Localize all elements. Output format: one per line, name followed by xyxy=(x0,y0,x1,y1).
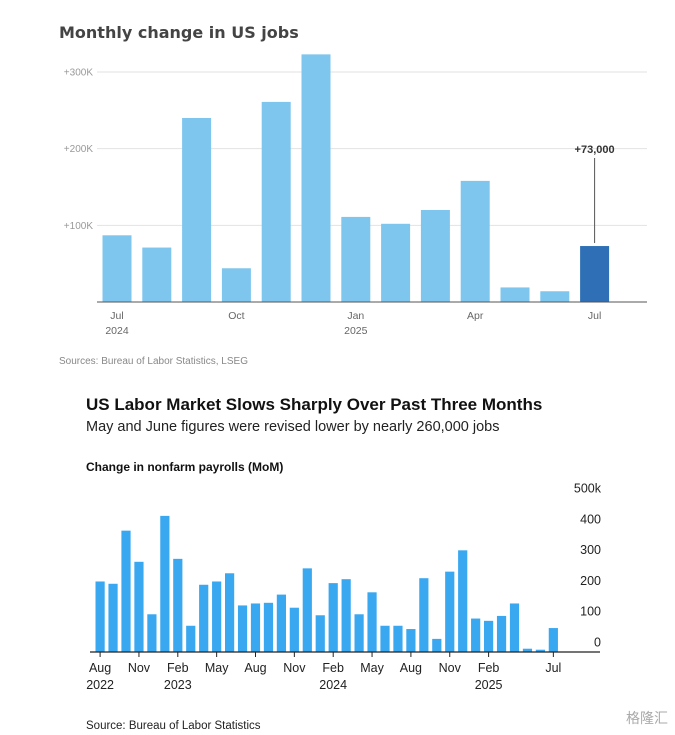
chart2-x-tick-month: Aug xyxy=(89,661,111,675)
chart1-bar xyxy=(102,235,132,302)
chart1-bar xyxy=(500,287,530,302)
chart2-bar xyxy=(432,638,442,652)
chart1-x-tick-month: Jan xyxy=(347,310,364,322)
chart1-x-tick-year: 2024 xyxy=(105,325,129,337)
chart2-bar xyxy=(458,550,468,652)
chart1-bar xyxy=(460,180,490,302)
chart2-subtitle: May and June figures were revised lower … xyxy=(86,419,499,435)
chart2-bar xyxy=(95,581,105,652)
chart1-y-tick-label: +100K xyxy=(64,221,94,232)
chart2-bar xyxy=(393,625,403,652)
chart2-bar xyxy=(419,578,429,652)
chart2-x-tick-month: May xyxy=(360,661,384,675)
chart2-bar xyxy=(199,584,209,652)
chart1-x-tick-year: 2025 xyxy=(344,325,368,337)
chart2-y-tick-label: 0 xyxy=(594,636,601,650)
chart2-bar xyxy=(289,607,299,652)
chart1-bar xyxy=(261,101,291,303)
chart2-bar xyxy=(445,571,455,652)
chart2-x-tick-month: Feb xyxy=(167,661,189,675)
chart2-y-tick-label: 200 xyxy=(580,574,601,588)
chart1-y-tick-label: +300K xyxy=(64,68,94,79)
chart2-x-tick-month: Feb xyxy=(322,661,344,675)
chart2-x-tick-month: Jul xyxy=(545,661,561,675)
chart2-bar xyxy=(471,618,481,652)
chart1-y-tick-label: +200K xyxy=(64,144,94,155)
chart1-x-tick-month: Oct xyxy=(228,310,244,322)
chart2-bar xyxy=(276,594,286,652)
chart2-bar xyxy=(341,579,351,652)
chart2-bar xyxy=(548,628,558,652)
chart2-bar xyxy=(535,649,545,652)
chart2-x-tick-month: Nov xyxy=(439,661,462,675)
chart1-x-tick-month: Jul xyxy=(110,310,123,322)
chart2-y-tick-label: 100 xyxy=(580,605,601,619)
chart1-bar xyxy=(580,246,610,302)
chart2-bar xyxy=(108,583,118,652)
chart2-x-tick-year: 2022 xyxy=(86,678,114,692)
chart2-x-tick-year: 2024 xyxy=(319,678,347,692)
chart1-gridlines xyxy=(97,71,647,226)
chart2-bar xyxy=(212,581,222,652)
chart2-bar xyxy=(328,583,338,652)
chart2-bar xyxy=(509,603,520,652)
chart1-bar xyxy=(420,210,450,302)
chart2-bar xyxy=(315,615,325,652)
chart1-x-tick-month: Apr xyxy=(467,310,484,322)
chart2-bar xyxy=(186,625,196,652)
chart1-bar xyxy=(182,118,212,302)
chart2-x-tick-month: Aug xyxy=(400,661,422,675)
chart2-bar xyxy=(134,561,144,652)
chart2-y-ticks: 500k 400 300 200 100 0 xyxy=(574,482,602,650)
chart2-source: Source: Bureau of Labor Statistics xyxy=(86,720,261,732)
chart2-bar xyxy=(496,615,507,652)
chart2-bars xyxy=(95,515,558,652)
chart1-bar xyxy=(341,216,371,302)
chart2-x-tick-month: Feb xyxy=(478,661,500,675)
chart2-ylabel: Change in nonfarm payrolls (MoM) xyxy=(86,460,283,474)
chart2-x-ticks: Aug 2022 Nov Feb 2023 May Aug Nov Feb 2024 May Aug N… xyxy=(86,652,561,692)
chart2-x-tick-year: 2023 xyxy=(164,678,192,692)
chart1-bar xyxy=(142,247,172,302)
chart2-y-tick-label: 300 xyxy=(580,543,601,557)
chart2-x-tick-month: Aug xyxy=(244,661,266,675)
chart2-bar xyxy=(263,602,274,652)
chart1-bars xyxy=(102,54,610,303)
watermark: 格隆汇 xyxy=(626,710,668,726)
chart1-x-tick-month: Jul xyxy=(588,310,601,322)
chart2-bar xyxy=(484,620,494,652)
chart2-bar xyxy=(225,573,235,652)
chart1-y-ticks: +100K +200K +300K xyxy=(64,68,94,232)
chart2-title: US Labor Market Slows Sharply Over Past … xyxy=(86,395,542,414)
chart2-bar xyxy=(121,530,131,652)
chart2-x-tick-month: May xyxy=(205,661,229,675)
chart2-bar xyxy=(367,592,377,652)
chart2-bar xyxy=(406,629,416,652)
chart1-annotation: +73,000 xyxy=(575,144,615,156)
chart2-bar xyxy=(173,558,183,652)
chart1-source: Sources: Bureau of Labor Statistics, LSE… xyxy=(59,356,248,367)
chart2-bar xyxy=(237,605,248,652)
chart2-bar xyxy=(522,648,533,652)
chart2-y-tick-label: 500k xyxy=(574,482,602,496)
chart2-bar xyxy=(380,625,390,652)
chart2-bar xyxy=(302,568,312,652)
chart2-bar xyxy=(147,614,157,652)
chart1-bar xyxy=(540,291,570,302)
chart2-x-tick-month: Nov xyxy=(283,661,306,675)
chart2-bar xyxy=(160,515,170,652)
chart2-bar xyxy=(250,603,261,652)
chart2-y-tick-label: 400 xyxy=(580,512,601,526)
chart2-bar xyxy=(354,614,364,652)
chart2-x-tick-year: 2025 xyxy=(475,678,503,692)
chart1-bar xyxy=(381,223,411,302)
chart1-x-ticks: Jul 2024 Oct Jan 2025 Apr Jul xyxy=(105,310,601,337)
chart1-bar xyxy=(221,268,251,302)
chart2-x-tick-month: Nov xyxy=(128,661,151,675)
chart1-title: Monthly change in US jobs xyxy=(59,23,299,42)
chart1-bar xyxy=(301,54,331,302)
